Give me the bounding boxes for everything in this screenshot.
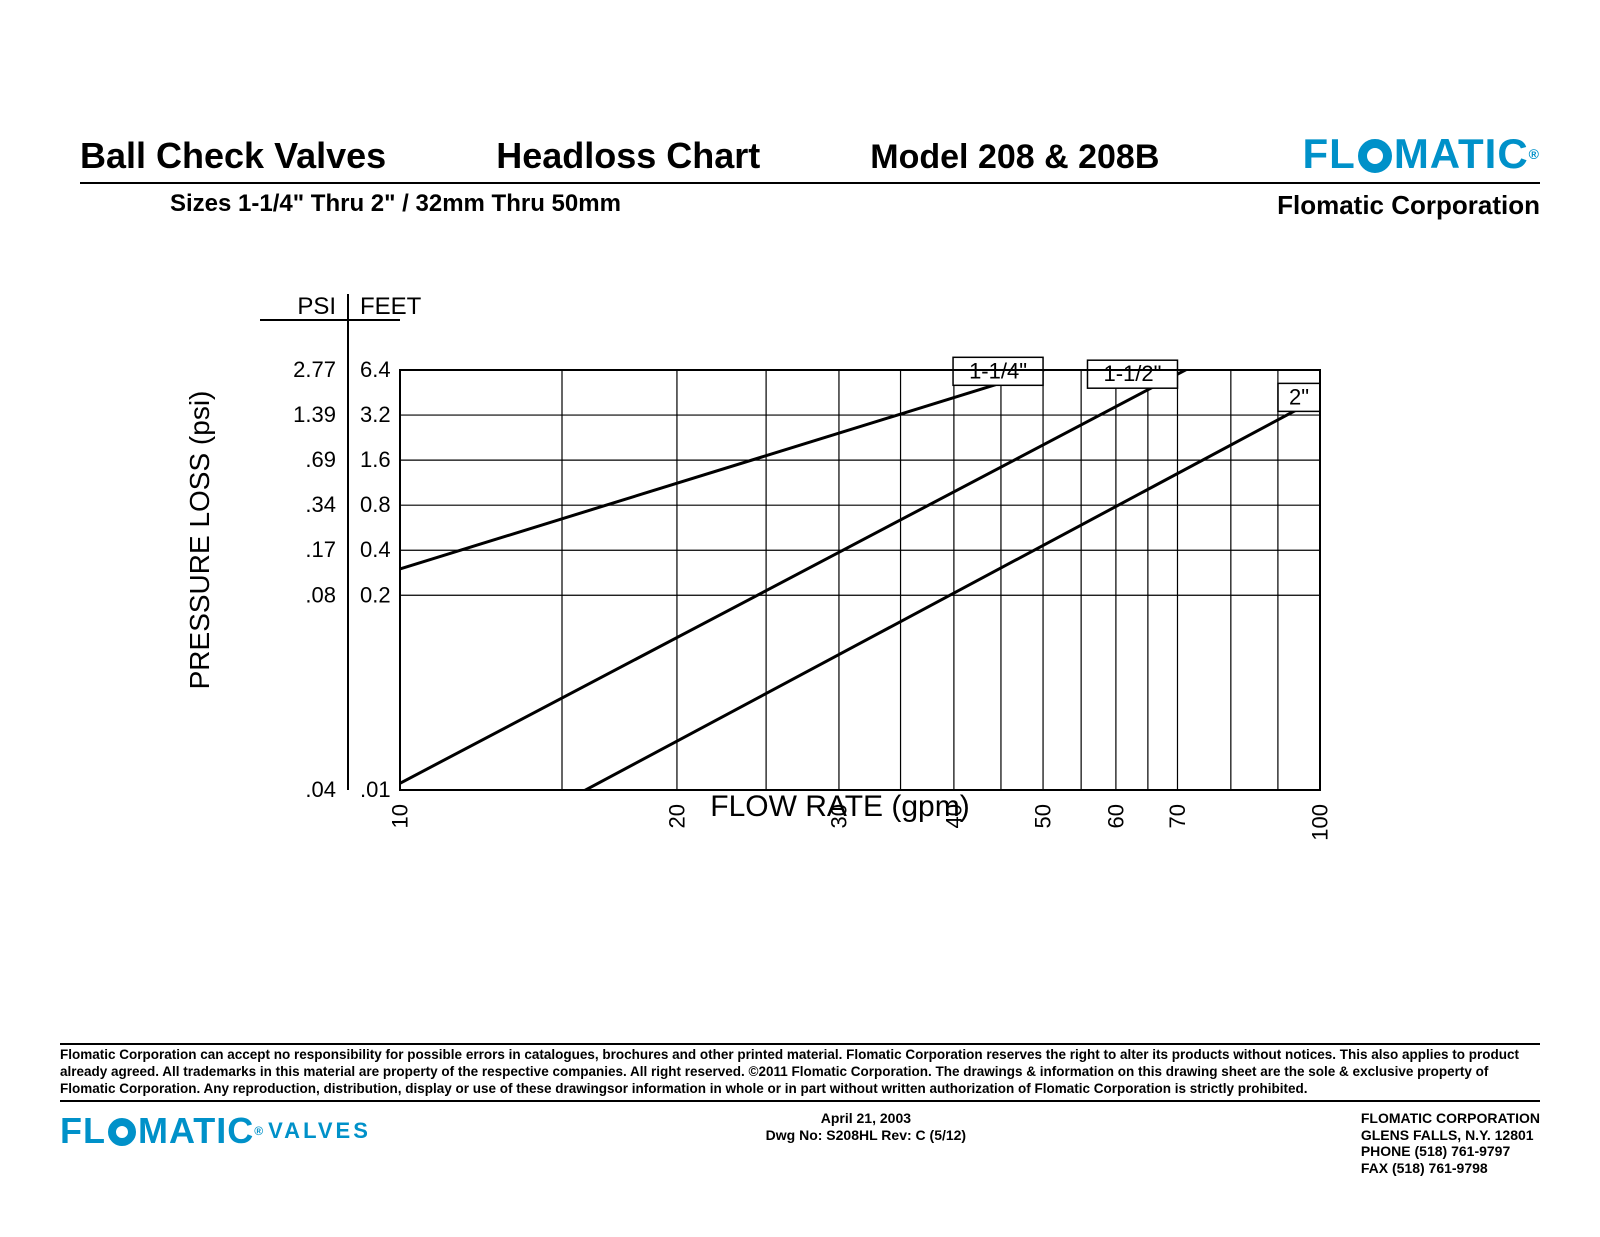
x-axis-label: FLOW RATE (gpm) xyxy=(710,790,969,824)
svg-text:70: 70 xyxy=(1165,804,1190,828)
brand-text-a-bottom: FL xyxy=(60,1110,106,1152)
svg-text:1-1/2": 1-1/2" xyxy=(1104,361,1162,386)
title-chart: Headloss Chart xyxy=(496,135,760,177)
svg-text:0.8: 0.8 xyxy=(360,492,391,517)
svg-text:2.77: 2.77 xyxy=(293,357,336,382)
footer-row: FL MATIC® VALVES April 21, 2003 Dwg No: S2… xyxy=(60,1110,1540,1177)
svg-text:6.4: 6.4 xyxy=(360,357,391,382)
footer-addr3: PHONE (518) 761-9797 xyxy=(1361,1143,1540,1160)
brand-logo-bottom: FL MATIC® VALVES xyxy=(60,1110,371,1152)
footer-addr1: FLOMATIC CORPORATION xyxy=(1361,1110,1540,1127)
header-row: Ball Check Valves Headloss Chart Model 2… xyxy=(80,130,1540,184)
title-model: Model 208 & 208B xyxy=(870,138,1159,177)
brand-reg-bottom: ® xyxy=(254,1124,264,1138)
footer-right: FLOMATIC CORPORATION GLENS FALLS, N.Y. 1… xyxy=(1361,1110,1540,1177)
brand-text-b: MATIC xyxy=(1394,130,1529,178)
svg-text:0.4: 0.4 xyxy=(360,537,391,562)
sub-row: Sizes 1-1/4" Thru 2" / 32mm Thru 50mm Fl… xyxy=(80,184,1540,221)
svg-text:.04: .04 xyxy=(305,777,336,802)
brand-text-b-bottom: MATIC xyxy=(138,1110,254,1152)
svg-text:.08: .08 xyxy=(305,582,336,607)
svg-text:PSI: PSI xyxy=(297,293,336,320)
svg-text:20: 20 xyxy=(665,804,690,828)
svg-text:100: 100 xyxy=(1308,804,1333,841)
chart-wrap: PSI FEET 2.77 6.4 1.39 3.2 .69 1.6 .34 0.8 .17 0.4.… xyxy=(240,290,1400,855)
headloss-chart: PSI FEET 2.77 6.4 1.39 3.2 .69 1.6 .34 0.8 .17 0.4.… xyxy=(240,290,1400,850)
brand-valves: VALVES xyxy=(268,1118,371,1144)
disclaimer-text: Flomatic Corporation can accept no respo… xyxy=(60,1043,1540,1102)
svg-text:1.6: 1.6 xyxy=(360,447,391,472)
svg-text:60: 60 xyxy=(1104,804,1129,828)
svg-text:.01: .01 xyxy=(360,777,391,802)
footer: Flomatic Corporation can accept no respo… xyxy=(60,1043,1540,1177)
footer-addr4: FAX (518) 761-9798 xyxy=(1361,1160,1540,1177)
brand-reg: ® xyxy=(1529,146,1540,162)
svg-text:.69: .69 xyxy=(305,447,336,472)
brand-ring-icon xyxy=(1358,139,1392,173)
corporation-name: Flomatic Corporation xyxy=(1277,190,1540,221)
footer-addr2: GLENS FALLS, N.Y. 12801 xyxy=(1361,1127,1540,1144)
footer-dwg: Dwg No: S208HL Rev: C (5/12) xyxy=(766,1127,966,1144)
svg-text:3.2: 3.2 xyxy=(360,402,391,427)
svg-text:10: 10 xyxy=(388,804,413,828)
brand-ring-icon-bottom xyxy=(108,1118,136,1146)
svg-text:1.39: 1.39 xyxy=(293,402,336,427)
footer-date: April 21, 2003 xyxy=(766,1110,966,1127)
svg-text:.34: .34 xyxy=(305,492,336,517)
svg-text:FEET: FEET xyxy=(360,293,422,320)
svg-text:50: 50 xyxy=(1031,804,1056,828)
svg-text:0.2: 0.2 xyxy=(360,582,391,607)
y-axis-label: PRESSURE LOSS (psi) xyxy=(184,391,216,690)
subtitle-sizes: Sizes 1-1/4" Thru 2" / 32mm Thru 50mm xyxy=(170,190,621,218)
content-area: Ball Check Valves Headloss Chart Model 2… xyxy=(80,130,1540,221)
brand-logo-top: FL MATIC® xyxy=(1303,130,1541,178)
page: Ball Check Valves Headloss Chart Model 2… xyxy=(0,0,1600,1237)
header-left: Ball Check Valves Headloss Chart Model 2… xyxy=(80,135,1159,177)
footer-mid: April 21, 2003 Dwg No: S208HL Rev: C (5/… xyxy=(766,1110,966,1144)
title-product: Ball Check Valves xyxy=(80,135,386,177)
svg-text:2": 2" xyxy=(1289,384,1309,409)
brand-text-a: FL xyxy=(1303,130,1356,178)
svg-text:.17: .17 xyxy=(305,537,336,562)
